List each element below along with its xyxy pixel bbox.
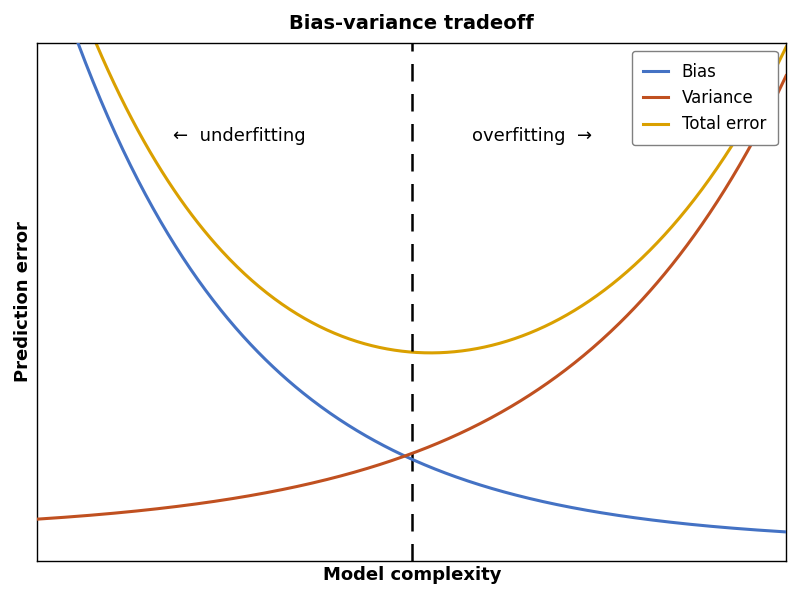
Variance [646, 286, 656, 293]
Text: overfitting  →: overfitting → [471, 127, 592, 145]
Bias [646, 516, 656, 523]
Title: Bias-variance tradeoff: Bias-variance tradeoff [290, 14, 534, 33]
Bias [782, 528, 791, 535]
Variance [33, 515, 42, 523]
Variance [388, 456, 398, 463]
Total error [782, 44, 791, 51]
Legend: Bias, Variance, Total error: Bias, Variance, Total error [632, 51, 778, 145]
Total error [388, 346, 398, 353]
Total error [426, 349, 435, 356]
X-axis label: Model complexity: Model complexity [322, 566, 501, 584]
Total error [393, 347, 402, 354]
Y-axis label: Prediction error: Prediction error [14, 221, 32, 382]
Variance [763, 109, 773, 116]
Variance [438, 438, 447, 445]
Total error [439, 349, 449, 356]
Variance [478, 419, 488, 426]
Total error [648, 244, 658, 251]
Bias [393, 449, 402, 456]
Line: Total error: Total error [38, 0, 786, 353]
Total error [480, 343, 490, 350]
Bias [388, 447, 398, 454]
Variance [782, 72, 791, 80]
Total error [765, 77, 774, 84]
Text: ←  underfitting: ← underfitting [174, 127, 306, 145]
Line: Bias: Bias [38, 0, 786, 532]
Bias [438, 468, 447, 475]
Bias [763, 527, 773, 535]
Bias [478, 482, 488, 489]
Line: Variance: Variance [38, 76, 786, 519]
Variance [393, 455, 402, 462]
